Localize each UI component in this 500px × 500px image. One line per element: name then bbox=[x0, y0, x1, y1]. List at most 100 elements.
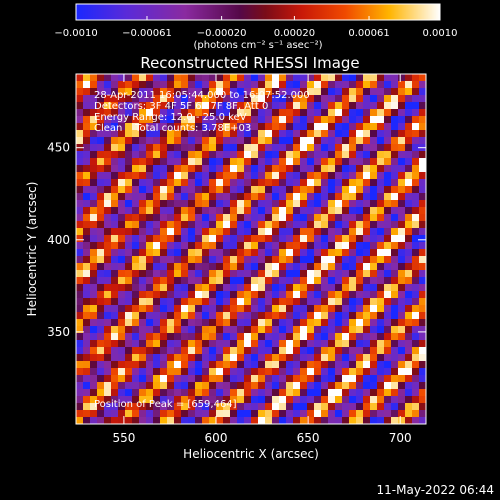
heatmap-cell bbox=[342, 263, 350, 271]
heatmap-cell bbox=[146, 200, 154, 208]
heatmap-cell bbox=[377, 263, 385, 271]
heatmap-cell bbox=[377, 186, 385, 194]
heatmap-cell bbox=[76, 389, 84, 397]
heatmap-cell bbox=[307, 410, 315, 418]
heatmap-cell bbox=[83, 277, 91, 285]
heatmap-cell bbox=[412, 361, 420, 369]
heatmap-cell bbox=[363, 109, 371, 117]
heatmap-cell bbox=[363, 389, 371, 397]
heatmap-cell bbox=[153, 417, 161, 425]
heatmap-cell bbox=[237, 172, 245, 180]
heatmap-cell bbox=[244, 256, 252, 264]
heatmap-cell bbox=[384, 410, 392, 418]
heatmap-cell bbox=[167, 270, 175, 278]
heatmap-cell bbox=[328, 235, 336, 243]
heatmap-cell bbox=[377, 116, 385, 124]
heatmap-cell bbox=[97, 242, 105, 250]
heatmap-cell bbox=[335, 144, 343, 152]
heatmap-cell bbox=[272, 179, 280, 187]
heatmap-cell bbox=[160, 284, 168, 292]
heatmap-cell bbox=[321, 158, 329, 166]
heatmap-cell bbox=[307, 347, 315, 355]
heatmap-cell bbox=[258, 193, 266, 201]
heatmap-cell bbox=[139, 270, 147, 278]
heatmap-cell bbox=[90, 200, 98, 208]
heatmap-cell bbox=[412, 88, 420, 96]
heatmap-cell bbox=[118, 200, 126, 208]
heatmap-cell bbox=[356, 137, 364, 145]
heatmap-cell bbox=[230, 319, 238, 327]
heatmap-cell bbox=[356, 165, 364, 173]
heatmap-cell bbox=[405, 235, 413, 243]
heatmap-cell bbox=[314, 410, 322, 418]
heatmap-cell bbox=[209, 165, 217, 173]
heatmap-cell bbox=[83, 158, 91, 166]
heatmap-cell bbox=[279, 228, 287, 236]
heatmap-cell bbox=[293, 179, 301, 187]
heatmap-cell bbox=[405, 403, 413, 411]
heatmap-cell bbox=[370, 403, 378, 411]
heatmap-cell bbox=[356, 277, 364, 285]
heatmap-cell bbox=[265, 88, 273, 96]
heatmap-cell bbox=[391, 375, 399, 383]
heatmap-cell bbox=[251, 74, 259, 82]
heatmap-cell bbox=[251, 326, 259, 334]
heatmap-cell bbox=[356, 242, 364, 250]
heatmap-cell bbox=[363, 151, 371, 159]
heatmap-cell bbox=[181, 109, 189, 117]
heatmap-cell bbox=[223, 354, 231, 362]
heatmap-cell bbox=[363, 263, 371, 271]
heatmap-cell bbox=[272, 165, 280, 173]
heatmap-cell bbox=[76, 102, 84, 110]
heatmap-cell bbox=[90, 193, 98, 201]
heatmap-cell bbox=[174, 228, 182, 236]
heatmap-cell bbox=[349, 417, 357, 425]
heatmap-cell bbox=[265, 256, 273, 264]
heatmap-cell bbox=[272, 333, 280, 341]
heatmap-cell bbox=[181, 186, 189, 194]
heatmap-cell bbox=[167, 123, 175, 131]
heatmap-cell bbox=[188, 354, 196, 362]
heatmap-cell bbox=[258, 151, 266, 159]
heatmap-cell bbox=[160, 88, 168, 96]
heatmap-cell bbox=[125, 263, 133, 271]
heatmap-cell bbox=[412, 417, 420, 425]
heatmap-cell bbox=[419, 382, 427, 390]
heatmap-cell bbox=[230, 361, 238, 369]
heatmap-cell bbox=[223, 123, 231, 131]
heatmap-cell bbox=[146, 417, 154, 425]
heatmap-cell bbox=[216, 172, 224, 180]
heatmap-cell bbox=[300, 242, 308, 250]
heatmap-cell bbox=[307, 312, 315, 320]
heatmap-cell bbox=[293, 214, 301, 222]
heatmap-cell bbox=[195, 88, 203, 96]
heatmap-cell bbox=[195, 375, 203, 383]
heatmap-cell bbox=[251, 291, 259, 299]
colorbar-tick-label: −0.00020 bbox=[197, 28, 247, 39]
heatmap-cell bbox=[132, 333, 140, 341]
heatmap-cell bbox=[419, 172, 427, 180]
heatmap-cell bbox=[307, 291, 315, 299]
heatmap-cell bbox=[405, 151, 413, 159]
heatmap-cell bbox=[370, 347, 378, 355]
heatmap-cell bbox=[125, 109, 133, 117]
heatmap-cell bbox=[391, 144, 399, 152]
heatmap-cell bbox=[314, 193, 322, 201]
heatmap-cell bbox=[314, 354, 322, 362]
heatmap-cell bbox=[419, 81, 427, 89]
heatmap-cell bbox=[216, 109, 224, 117]
heatmap-cell bbox=[384, 221, 392, 229]
heatmap-cell bbox=[363, 137, 371, 145]
heatmap-cell bbox=[356, 319, 364, 327]
heatmap-cell bbox=[377, 144, 385, 152]
heatmap-cell bbox=[111, 214, 119, 222]
heatmap-cell bbox=[286, 396, 294, 404]
heatmap-cell bbox=[237, 256, 245, 264]
heatmap-cell bbox=[265, 410, 273, 418]
heatmap-cell bbox=[139, 207, 147, 215]
heatmap-cell bbox=[153, 333, 161, 341]
heatmap-cell bbox=[174, 312, 182, 320]
heatmap-cell bbox=[279, 361, 287, 369]
heatmap-cell bbox=[139, 354, 147, 362]
heatmap-cell bbox=[265, 214, 273, 222]
